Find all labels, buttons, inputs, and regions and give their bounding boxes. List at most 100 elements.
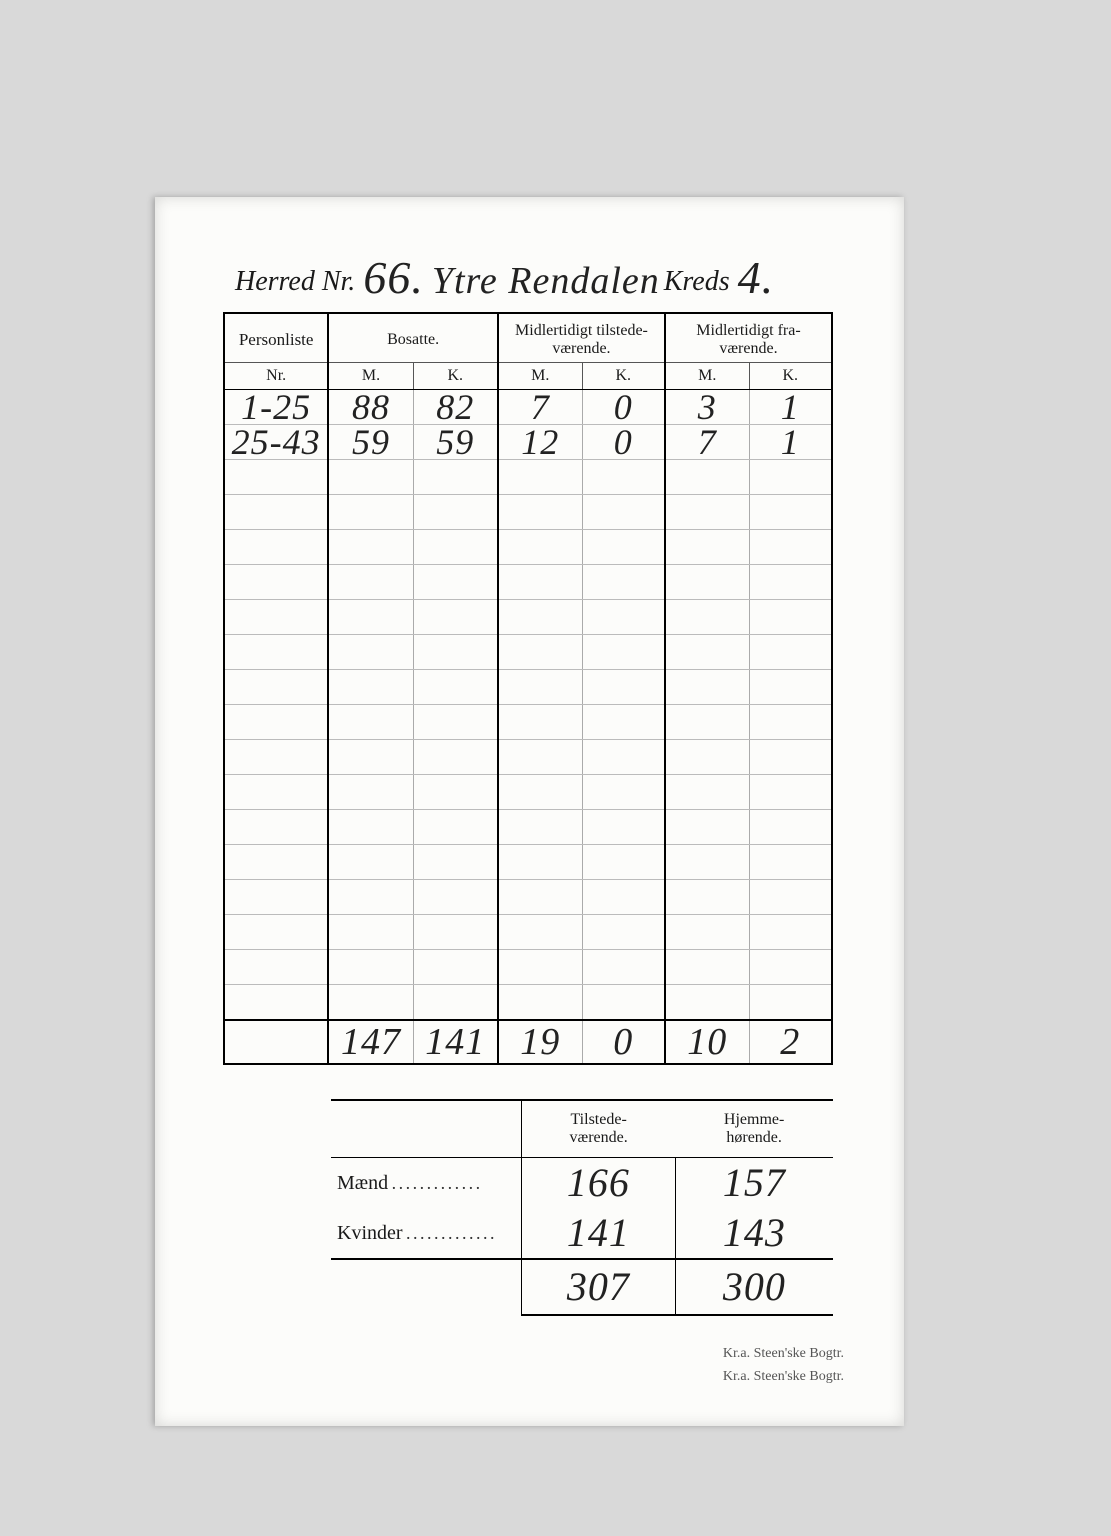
col-m3: M. <box>665 363 749 390</box>
table-cell <box>498 880 582 915</box>
col-m2: M. <box>498 363 582 390</box>
printer-imprint: Kr.a. Steen'ske Bogtr. Kr.a. Steen'ske B… <box>723 1343 844 1388</box>
table-cell <box>498 740 582 775</box>
table-cell <box>328 985 413 1021</box>
table-cell <box>665 530 749 565</box>
summary-blank-header <box>331 1100 522 1158</box>
table-cell <box>665 915 749 950</box>
census-card: Herred Nr. 66. Ytre Rendalen Kreds 4. Pe… <box>205 227 855 1316</box>
table-cell <box>413 600 498 635</box>
main-table-foot: 147 141 19 0 10 2 <box>224 1020 832 1064</box>
table-cell <box>749 460 832 495</box>
table-row <box>224 635 832 670</box>
label-kvinder: Kvinder <box>331 1208 522 1259</box>
table-row <box>224 880 832 915</box>
table-cell: 0 <box>582 390 665 425</box>
table-cell <box>498 950 582 985</box>
sum-hjemme: 300 <box>675 1259 833 1315</box>
table-cell <box>413 705 498 740</box>
table-cell <box>328 530 413 565</box>
table-cell: 7 <box>665 425 749 460</box>
table-cell <box>328 635 413 670</box>
table-cell <box>224 460 328 495</box>
table-cell <box>413 565 498 600</box>
table-cell <box>582 460 665 495</box>
col-nr: Nr. <box>224 363 328 390</box>
table-cell <box>328 495 413 530</box>
table-cell: 59 <box>328 425 413 460</box>
table-row <box>224 950 832 985</box>
table-cell <box>224 985 328 1021</box>
table-cell: 82 <box>413 390 498 425</box>
table-cell <box>582 775 665 810</box>
table-cell: 1 <box>749 390 832 425</box>
table-cell <box>582 705 665 740</box>
table-cell <box>665 845 749 880</box>
scan-frame: Herred Nr. 66. Ytre Rendalen Kreds 4. Pe… <box>155 197 904 1426</box>
table-cell <box>413 740 498 775</box>
table-cell <box>749 705 832 740</box>
col-tilstede: Midlertidigt tilstede- værende. <box>498 313 665 363</box>
kvinder-hjemme: 143 <box>675 1208 833 1259</box>
table-cell <box>582 635 665 670</box>
table-cell <box>413 775 498 810</box>
table-cell <box>224 565 328 600</box>
table-cell <box>749 495 832 530</box>
table-cell <box>413 530 498 565</box>
table-cell <box>749 740 832 775</box>
table-cell <box>224 705 328 740</box>
header-line: Herred Nr. 66. Ytre Rendalen Kreds 4. <box>235 257 855 298</box>
table-cell <box>749 670 832 705</box>
table-cell <box>498 530 582 565</box>
table-cell <box>582 985 665 1021</box>
table-cell <box>413 845 498 880</box>
table-cell <box>413 635 498 670</box>
sum-tilstede: 307 <box>522 1259 676 1315</box>
table-cell <box>498 600 582 635</box>
summary-row-total: 307 300 <box>331 1259 833 1315</box>
table-cell <box>665 705 749 740</box>
table-cell <box>224 775 328 810</box>
table-cell <box>749 880 832 915</box>
table-cell <box>665 460 749 495</box>
table-row <box>224 565 832 600</box>
table-cell <box>413 880 498 915</box>
table-cell <box>582 495 665 530</box>
table-cell <box>665 775 749 810</box>
table-cell <box>749 985 832 1021</box>
table-cell <box>665 810 749 845</box>
table-row: 1-2588827031 <box>224 390 832 425</box>
herred-number: 66. <box>363 257 424 298</box>
table-cell <box>498 845 582 880</box>
table-cell <box>328 565 413 600</box>
table-cell <box>328 845 413 880</box>
table-row: 25-43595912071 <box>224 425 832 460</box>
total-k1: 141 <box>413 1020 498 1064</box>
table-cell <box>328 775 413 810</box>
table-cell <box>665 985 749 1021</box>
total-k3: 2 <box>749 1020 832 1064</box>
col-k1: K. <box>413 363 498 390</box>
table-cell <box>413 950 498 985</box>
total-m3: 10 <box>665 1020 749 1064</box>
table-cell <box>582 600 665 635</box>
table-cell <box>749 565 832 600</box>
table-row <box>224 845 832 880</box>
table-cell <box>665 600 749 635</box>
table-cell: 1 <box>749 425 832 460</box>
label-kreds: Kreds <box>664 266 730 298</box>
table-cell <box>413 670 498 705</box>
table-cell <box>665 565 749 600</box>
table-row <box>224 915 832 950</box>
table-cell <box>328 600 413 635</box>
table-cell <box>224 845 328 880</box>
table-cell <box>413 495 498 530</box>
table-cell <box>328 915 413 950</box>
table-cell <box>224 810 328 845</box>
table-row <box>224 495 832 530</box>
table-cell <box>498 775 582 810</box>
col-bosatte: Bosatte. <box>328 313 498 363</box>
table-cell: 88 <box>328 390 413 425</box>
table-cell <box>413 985 498 1021</box>
table-cell <box>224 950 328 985</box>
